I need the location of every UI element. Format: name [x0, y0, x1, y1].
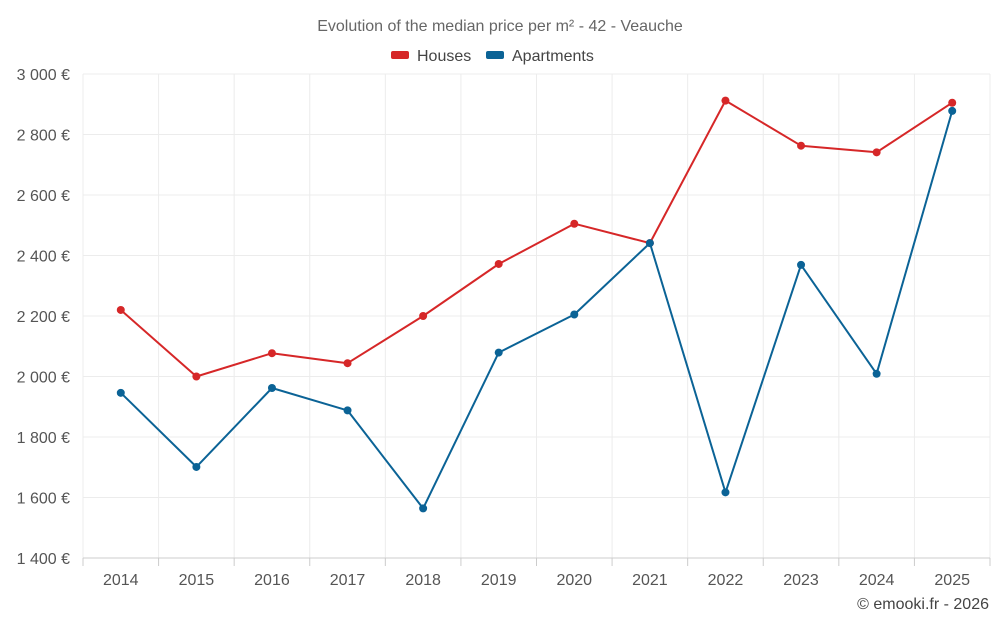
series-line-houses: [119, 99, 954, 378]
y-tick-label: 1 600 €: [17, 491, 70, 508]
data-point-apartments[interactable]: [645, 239, 654, 248]
y-tick-label: 2 200 €: [17, 309, 70, 326]
data-point-apartments[interactable]: [192, 462, 201, 471]
legend-item-apartments[interactable]: Apartments: [486, 48, 594, 65]
x-tick-label: 2023: [783, 572, 819, 589]
data-point-apartments[interactable]: [797, 260, 806, 269]
data-point-apartments[interactable]: [721, 488, 730, 497]
x-tick-label: 2021: [632, 572, 668, 589]
series-line-apartments: [119, 109, 954, 510]
data-point-apartments[interactable]: [419, 504, 428, 513]
data-point-houses[interactable]: [721, 96, 730, 105]
data-point-apartments[interactable]: [570, 310, 579, 319]
legend-swatch-apartments: [486, 51, 504, 59]
x-tick-label: 2016: [254, 572, 290, 589]
copyright-credit: © emooki.fr - 2026: [857, 596, 989, 613]
data-point-houses[interactable]: [872, 148, 881, 157]
x-tick-label: 2019: [481, 572, 517, 589]
legend-item-houses[interactable]: Houses: [391, 48, 471, 65]
y-tick-label: 1 800 €: [17, 430, 70, 447]
data-point-apartments[interactable]: [267, 383, 276, 392]
data-point-houses[interactable]: [267, 349, 276, 358]
x-tick-label: 2020: [556, 572, 592, 589]
data-point-apartments[interactable]: [872, 369, 881, 378]
x-tick-label: 2015: [179, 572, 215, 589]
grid: [82, 73, 991, 559]
y-tick-label: 3 000 €: [17, 67, 70, 84]
data-point-apartments[interactable]: [343, 406, 352, 415]
data-point-apartments[interactable]: [494, 348, 503, 357]
legend-label-apartments: Apartments: [512, 48, 594, 65]
data-point-houses[interactable]: [948, 98, 957, 107]
x-axis-ticks: 2014 2015 2016 2017 2018 2019 2020 2021 2022 2023…: [103, 572, 970, 589]
data-point-houses[interactable]: [419, 312, 428, 320]
data-point-houses[interactable]: [494, 259, 503, 268]
y-tick-label: 1 400 €: [17, 551, 70, 568]
data-point-houses[interactable]: [570, 219, 579, 228]
legend-label-houses: Houses: [417, 48, 471, 65]
data-point-houses[interactable]: [343, 359, 352, 368]
x-tick-label: 2018: [405, 572, 441, 589]
legend-swatch-houses: [391, 51, 409, 59]
x-tick-label: 2022: [708, 572, 744, 589]
y-tick-label: 2 800 €: [17, 128, 70, 145]
y-tick-label: 2 400 €: [17, 249, 70, 266]
x-tick-label: 2025: [934, 572, 970, 589]
data-point-houses[interactable]: [797, 141, 806, 150]
data-point-apartments[interactable]: [948, 106, 957, 115]
x-tick-label: 2017: [330, 572, 366, 589]
x-tick-label: 2014: [103, 572, 139, 589]
data-point-apartments[interactable]: [116, 388, 125, 397]
x-tick-label: 2024: [859, 572, 895, 589]
y-tick-label: 2 000 €: [17, 370, 70, 387]
chart-title: Evolution of the median price per m² - 4…: [317, 18, 683, 35]
axes: [82, 557, 991, 566]
data-point-houses[interactable]: [192, 372, 201, 381]
data-point-houses[interactable]: [116, 305, 125, 314]
y-tick-label: 2 600 €: [17, 188, 70, 205]
legend: Houses Apartments: [391, 48, 594, 65]
y-axis-ticks: 1 400 € 1 600 € 1 800 € 2 000 € 2 200 € 2 400…: [17, 67, 70, 568]
series-layer: [116, 96, 957, 513]
